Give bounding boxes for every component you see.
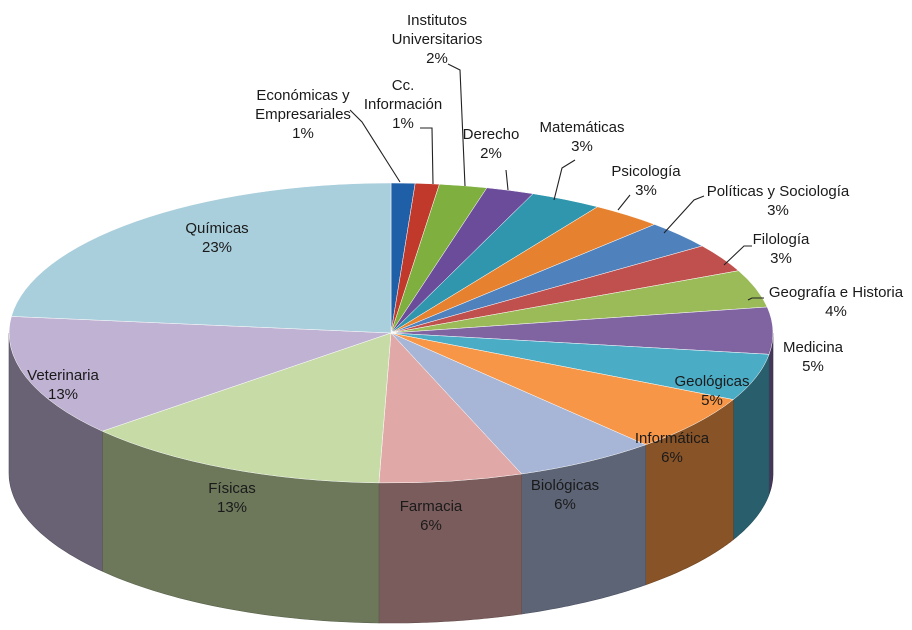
label-medicina: Medicina 5%	[783, 339, 844, 375]
slice-value-label: 6%	[420, 517, 442, 534]
leader-politicas-y-sociologia	[663, 195, 705, 234]
leader-economicas-y-empresariales	[349, 109, 401, 183]
leader-psicologia	[617, 194, 631, 211]
label-veterinaria: Veterinaria 13%	[27, 367, 99, 403]
label-biologicas: Biológicas 6%	[531, 477, 599, 513]
slice-label-text: Matemáticas	[539, 119, 624, 136]
side-farmacia	[378, 473, 522, 624]
slice-label-text: Geológicas	[674, 373, 749, 390]
slice-labels: Económicas y Empresariales 1% Cc. Informació…	[27, 12, 904, 534]
slice-value-label: 3%	[770, 250, 792, 267]
label-politicas-y-sociologia: Políticas y Sociología 3%	[707, 183, 850, 219]
leader-cc-informacion	[420, 127, 434, 185]
slice-farmacia	[378, 332, 523, 484]
slice-fisicas	[101, 332, 392, 484]
leader-institutos-universitarios	[447, 63, 466, 187]
slice-value-label: 5%	[802, 358, 824, 375]
label-filologia: Filología 3%	[753, 231, 810, 267]
label-farmacia: Farmacia 6%	[400, 498, 463, 534]
pie-top-slices	[8, 182, 774, 484]
slice-value-label: 2%	[480, 145, 502, 162]
slice-value-label: 5%	[701, 392, 723, 409]
slice-label-text: Informática	[635, 430, 710, 447]
slice-value-label: 2%	[426, 50, 448, 67]
slice-value-label: 1%	[292, 125, 314, 142]
label-geologicas: Geológicas 5%	[674, 373, 749, 409]
slice-label-text: Políticas y Sociología	[707, 183, 850, 200]
slice-label-text: Empresariales	[255, 106, 351, 123]
label-geografia-e-historia: Geografía e Historia 4%	[769, 284, 904, 320]
slice-label-text: Biológicas	[531, 477, 599, 494]
slice-label-text: Farmacia	[400, 498, 463, 515]
label-matematicas: Matemáticas 3%	[539, 119, 624, 155]
slice-label-text: Universitarios	[392, 31, 483, 48]
label-economicas-y-empresariales: Económicas y Empresariales 1%	[255, 87, 351, 142]
label-derecho: Derecho 2%	[463, 126, 520, 162]
slice-label-text: Institutos	[407, 12, 467, 29]
leader-filologia	[723, 245, 752, 266]
slice-label-text: Medicina	[783, 339, 844, 356]
slice-biologicas	[390, 332, 647, 475]
slice-label-text: Químicas	[185, 220, 248, 237]
label-fisicas: Físicas 13%	[208, 480, 256, 516]
slice-veterinaria	[8, 316, 392, 432]
label-cc-informacion: Cc. Información 1%	[364, 77, 442, 132]
slice-label-text: Cc.	[392, 77, 415, 94]
label-institutos-universitarios: Institutos Universitarios 2%	[392, 12, 483, 67]
slice-value-label: 23%	[202, 239, 232, 256]
leader-matematicas	[553, 159, 576, 201]
leader-derecho	[505, 169, 509, 191]
slice-value-label: 13%	[217, 499, 247, 516]
slice-value-label: 4%	[825, 303, 847, 320]
slice-value-label: 3%	[767, 202, 789, 219]
leader-geografia-e-historia	[747, 297, 764, 301]
slice-label-text: Físicas	[208, 480, 256, 497]
leader-lines	[349, 63, 764, 301]
side-medicina	[768, 333, 774, 495]
slice-label-text: Económicas y	[256, 87, 350, 104]
slice-label-text: Geografía e Historia	[769, 284, 904, 301]
label-quimicas: Químicas 23%	[185, 220, 248, 256]
slice-label-text: Psicología	[611, 163, 681, 180]
slice-value-label: 1%	[392, 115, 414, 132]
label-psicologia: Psicología 3%	[611, 163, 681, 199]
slice-value-label: 3%	[635, 182, 657, 199]
slice-label-text: Derecho	[463, 126, 520, 143]
slice-value-label: 13%	[48, 386, 78, 403]
slice-value-label: 3%	[571, 138, 593, 155]
label-informatica: Informática 6%	[635, 430, 710, 466]
slice-quimicas	[11, 182, 392, 334]
slice-label-text: Filología	[753, 231, 810, 248]
slice-informatica	[390, 332, 734, 446]
slice-label-text: Veterinaria	[27, 367, 99, 384]
slice-value-label: 6%	[554, 496, 576, 513]
slice-value-label: 6%	[661, 449, 683, 466]
slice-label-text: Información	[364, 96, 442, 113]
